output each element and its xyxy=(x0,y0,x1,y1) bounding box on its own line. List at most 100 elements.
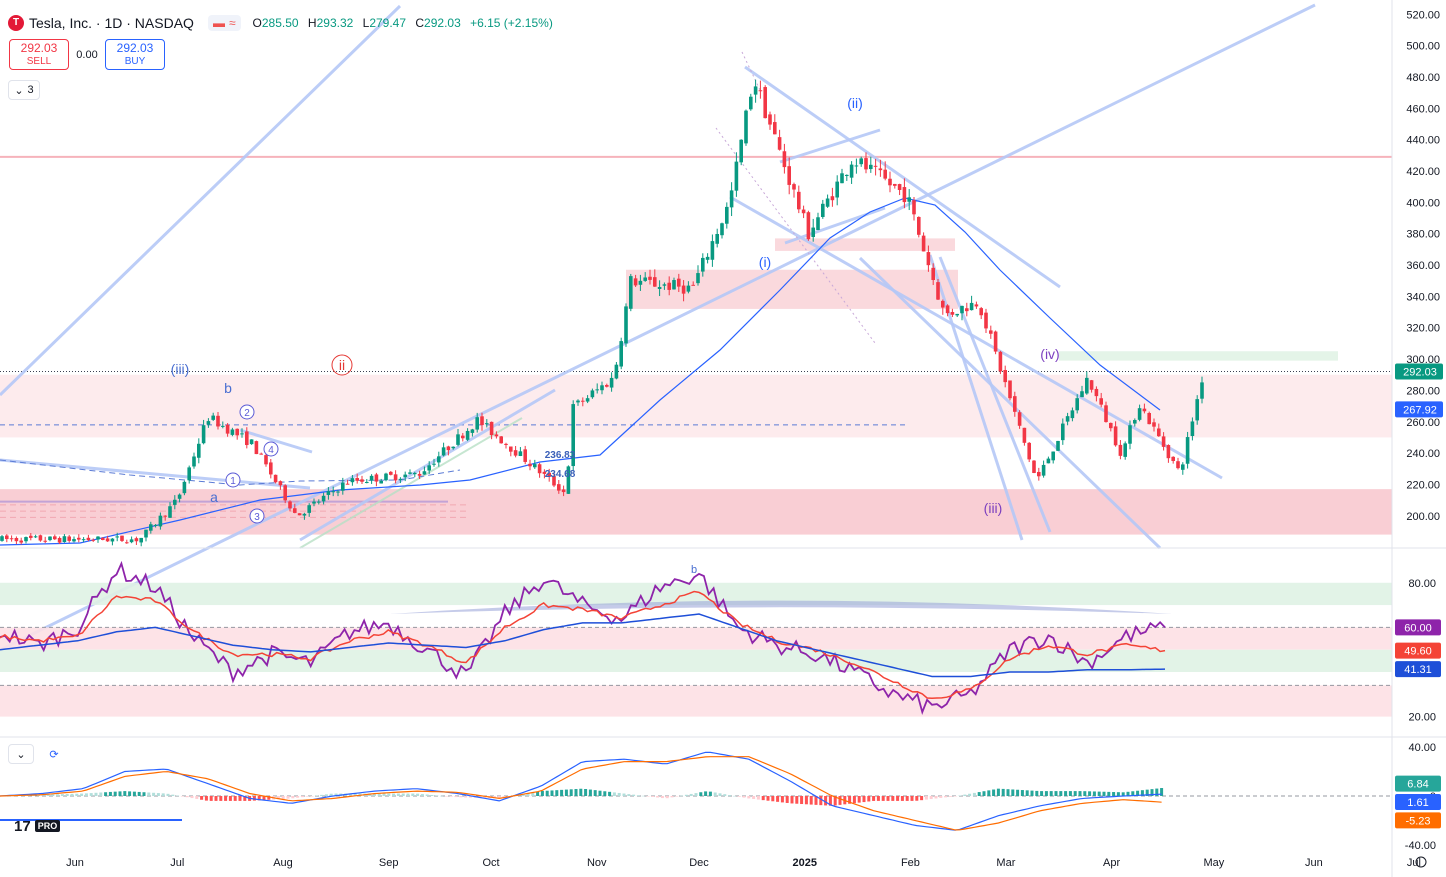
candle-body xyxy=(192,456,196,467)
macd-histogram-bar xyxy=(742,796,746,798)
candle-body xyxy=(715,234,719,244)
candle-body xyxy=(513,450,518,456)
buy-button[interactable]: 292.03 BUY xyxy=(105,39,165,70)
macd-histogram-bar xyxy=(977,792,981,796)
last-price-tag xyxy=(1395,363,1443,380)
macd-histogram-bar xyxy=(646,796,650,797)
candle-body xyxy=(1113,426,1118,446)
macd-histogram-bar xyxy=(598,790,602,796)
candle-body xyxy=(413,472,417,475)
candle-body xyxy=(365,481,369,483)
macd-histogram-bar xyxy=(454,796,458,798)
macd-histogram-bar xyxy=(924,796,928,800)
candle-body xyxy=(547,472,551,477)
macd-histogram-bar xyxy=(526,793,530,796)
macd-histogram-bar xyxy=(1006,789,1010,796)
macd-histogram-bar xyxy=(622,793,626,796)
macd-histogram-bar xyxy=(382,793,386,796)
candle-body xyxy=(912,200,916,215)
macd-histogram-bar xyxy=(219,796,223,801)
wave-number: 1 xyxy=(230,476,236,487)
macd-histogram-bar xyxy=(185,796,189,798)
candle-body xyxy=(619,341,623,367)
candle-body xyxy=(120,535,124,541)
macd-histogram-bar xyxy=(564,789,568,796)
candle-body xyxy=(993,331,998,352)
price-label: 234.68 xyxy=(545,469,576,480)
macd-histogram-bar xyxy=(1049,791,1053,796)
chevron-down-icon: ⌄ xyxy=(16,748,26,761)
candle-body xyxy=(1061,423,1065,441)
candle-body xyxy=(705,256,710,260)
candle-body xyxy=(480,416,484,426)
trendline xyxy=(928,254,1024,541)
macd-histogram-bar xyxy=(708,791,712,796)
candle-body xyxy=(134,538,139,542)
candle-body xyxy=(465,430,470,440)
candle-body xyxy=(77,537,81,540)
price-tick-label: 240.00 xyxy=(1406,448,1440,460)
macd-histogram-bar xyxy=(1097,791,1101,796)
price-tick-label: 380.00 xyxy=(1406,229,1440,241)
candle-body xyxy=(542,471,547,474)
macd-histogram-bar xyxy=(387,793,391,796)
tesla-logo-icon: T xyxy=(8,15,24,31)
candle-body xyxy=(153,524,158,526)
candle-body xyxy=(801,209,806,214)
price-tick-label: 400.00 xyxy=(1406,197,1440,209)
symbol-title[interactable]: Tesla, Inc. · 1D · NASDAQ xyxy=(29,15,194,31)
candle-body xyxy=(797,191,801,210)
macd-histogram-bar xyxy=(152,792,156,796)
indicator-toggle[interactable]: ▬ ≈ xyxy=(207,15,241,31)
macd-histogram-bar xyxy=(392,793,396,796)
candle-body xyxy=(86,537,91,541)
refresh-button[interactable]: ⟳ xyxy=(42,744,66,764)
ma-value-label: 267.92 xyxy=(1403,404,1437,416)
wave-label: (ii) xyxy=(847,95,863,111)
sell-button[interactable]: 292.03 SELL xyxy=(9,39,69,70)
candle-body xyxy=(470,429,475,433)
candle-body xyxy=(917,216,921,235)
macd-histogram-bar xyxy=(627,794,631,796)
candle-body xyxy=(869,164,873,170)
macd-histogram-bar xyxy=(795,796,799,804)
candle-body xyxy=(158,515,163,527)
macd-histogram-bar xyxy=(608,791,612,796)
macd-histogram-bar xyxy=(1088,791,1092,796)
indicators-collapse-button[interactable]: ⌄ 3 xyxy=(8,80,40,100)
candle-body xyxy=(989,330,993,334)
macd-histogram-bar xyxy=(920,796,924,801)
change-readout: +6.15 (+2.15%) xyxy=(470,16,553,30)
candle-body xyxy=(110,538,115,542)
rsi-tick-label: 80.00 xyxy=(1408,578,1436,590)
candle-body xyxy=(317,501,321,503)
dashed-trend xyxy=(0,459,461,486)
macd-histogram-bar xyxy=(104,792,108,796)
rsi-arc xyxy=(390,600,1172,614)
price-zone xyxy=(1059,351,1338,361)
candle-body xyxy=(24,537,28,542)
candle-body xyxy=(1104,405,1108,423)
drawing-tools-layer xyxy=(0,3,1316,652)
candle-body xyxy=(0,536,4,541)
candle-body xyxy=(561,489,566,493)
refresh-icon: ⟳ xyxy=(49,748,59,761)
macd-histogram-bar xyxy=(545,790,549,796)
price-tick-label: 260.00 xyxy=(1406,417,1440,429)
candle-body xyxy=(456,434,460,445)
macd-histogram-bar xyxy=(771,796,775,802)
macd-histogram-bar xyxy=(425,794,429,796)
macd-histogram-bar xyxy=(296,796,300,798)
macd-histogram-bar xyxy=(156,793,160,796)
candle-body xyxy=(821,203,825,217)
macd-histogram-bar xyxy=(824,796,828,806)
candle-body xyxy=(960,305,964,314)
candle-body xyxy=(533,464,537,468)
pane-collapse-button[interactable]: ⌄ xyxy=(8,744,34,764)
macd-histogram-bar xyxy=(838,796,842,805)
macd-histogram-bar xyxy=(1112,792,1116,796)
macd-histogram-bar xyxy=(1078,791,1082,796)
wave-circle xyxy=(225,472,241,488)
candle-body xyxy=(729,190,734,208)
